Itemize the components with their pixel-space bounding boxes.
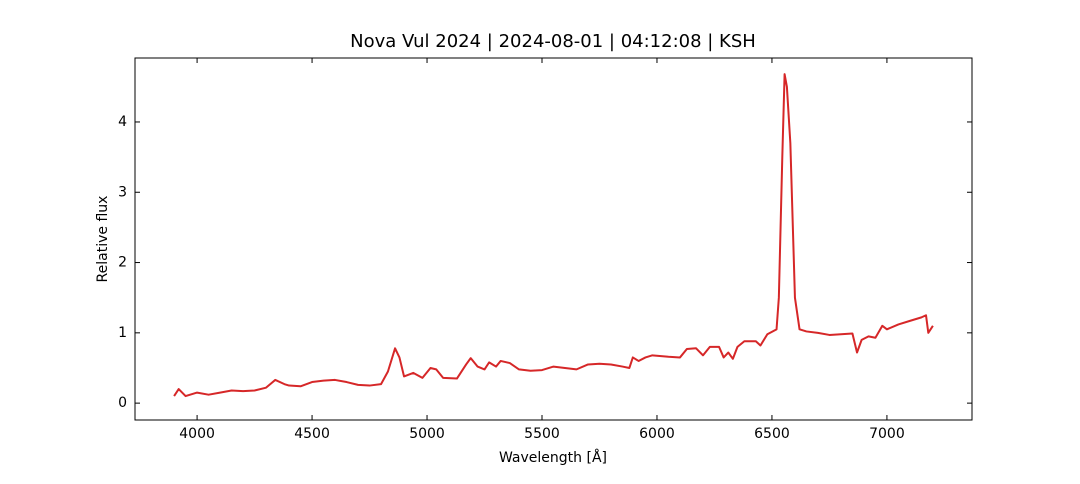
x-tick-label: 6500 <box>754 426 790 442</box>
y-tick-label: 1 <box>118 325 127 341</box>
axes-frame <box>134 57 973 421</box>
y-tick-label: 2 <box>118 255 127 271</box>
chart-title: Nova Vul 2024 | 2024-08-01 | 04:12:08 | … <box>350 31 756 52</box>
x-tick-label: 4500 <box>294 426 330 442</box>
x-tick-label: 5000 <box>409 426 445 442</box>
x-tick-label: 7000 <box>869 426 905 442</box>
spectrum-line <box>173 73 934 398</box>
x-tick-label: 4000 <box>179 426 215 442</box>
y-axis-label: Relative flux <box>95 196 111 283</box>
y-tick-label: 4 <box>118 114 127 130</box>
x-tick-label: 6000 <box>639 426 675 442</box>
y-tick-label: 0 <box>118 395 127 411</box>
y-tick-label: 3 <box>118 184 127 200</box>
x-axis-label: Wavelength [Å] <box>499 449 607 466</box>
x-tick-label: 5500 <box>524 426 560 442</box>
